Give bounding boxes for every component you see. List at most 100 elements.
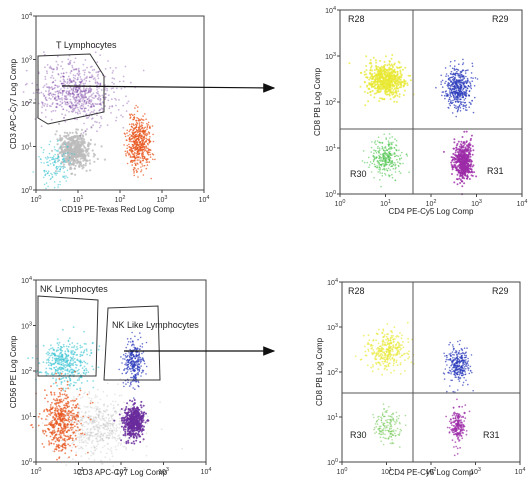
event-dot — [75, 100, 77, 103]
event-dot — [60, 148, 63, 151]
event-dot — [126, 162, 129, 165]
event-dot — [131, 449, 134, 451]
event-dot — [143, 362, 146, 365]
event-dot — [78, 84, 81, 86]
event-dot — [447, 85, 449, 88]
event-dot — [65, 152, 67, 155]
event-dot — [55, 166, 57, 169]
event-dot — [397, 155, 400, 157]
event-dot — [451, 168, 454, 171]
event-dot — [72, 104, 74, 106]
event-dot — [97, 423, 100, 425]
event-dot — [381, 162, 384, 165]
event-dot — [50, 110, 53, 113]
event-dot — [54, 361, 57, 363]
event-dot — [64, 120, 67, 123]
event-dot — [50, 67, 52, 69]
event-dot — [453, 104, 456, 106]
y-axis-label-top-left: CD3 APC-Cy7 Log Comp — [9, 58, 18, 149]
event-dot — [148, 138, 151, 140]
event-dot — [71, 92, 74, 95]
event-dot — [145, 158, 147, 160]
event-dot — [75, 96, 78, 99]
event-dot — [395, 92, 398, 95]
event-dot — [138, 139, 140, 141]
event-dot — [160, 428, 163, 431]
event-dot — [465, 95, 468, 97]
event-dot — [80, 132, 83, 135]
event-dot — [456, 70, 458, 73]
event-dot — [69, 81, 72, 83]
event-dot — [69, 162, 72, 165]
event-dot — [453, 158, 456, 161]
event-dot — [391, 154, 393, 156]
event-dot — [453, 147, 455, 150]
event-dot — [73, 83, 76, 86]
event-dot — [79, 106, 82, 108]
event-dot — [70, 145, 73, 148]
event-dot — [363, 161, 366, 164]
event-dot — [136, 162, 138, 164]
event-dot — [75, 451, 78, 454]
event-dot — [464, 149, 467, 152]
event-dot — [91, 407, 93, 409]
event-dot — [461, 63, 464, 66]
event-dot — [71, 66, 74, 69]
event-dot — [78, 441, 81, 444]
event-dot — [136, 110, 139, 112]
event-dot — [121, 372, 124, 375]
event-dot — [47, 361, 50, 364]
event-dot — [380, 185, 382, 188]
event-dot — [127, 154, 130, 156]
event-dot — [74, 81, 77, 84]
event-dot — [84, 91, 86, 93]
event-dot — [403, 79, 406, 81]
event-dot — [114, 445, 117, 448]
event-dot — [56, 55, 59, 58]
event-dot — [43, 171, 46, 173]
event-dot — [68, 131, 72, 134]
event-dot — [389, 82, 392, 85]
event-dot — [57, 170, 59, 172]
event-dot — [459, 102, 462, 105]
event-dot — [141, 346, 144, 348]
event-dot — [467, 153, 470, 156]
event-dot — [84, 92, 86, 95]
event-dot — [81, 107, 84, 110]
event-dot — [84, 130, 87, 133]
event-dot — [54, 160, 57, 162]
event-dot — [62, 75, 64, 77]
event-dot — [462, 101, 464, 103]
event-dot — [372, 155, 375, 157]
event-dot — [69, 137, 73, 140]
event-dot — [76, 77, 79, 79]
event-dot — [100, 459, 103, 462]
event-dot — [72, 358, 74, 360]
event-dot — [66, 348, 69, 350]
event-dot — [388, 143, 391, 146]
event-dot — [63, 135, 66, 138]
event-dot — [106, 124, 109, 126]
event-dot — [445, 80, 447, 83]
event-dot — [78, 138, 81, 141]
event-dot — [133, 166, 135, 169]
event-dot — [85, 350, 88, 352]
event-dot — [74, 91, 77, 94]
event-dot — [466, 79, 469, 82]
event-dot — [369, 94, 372, 96]
event-dot — [68, 105, 71, 108]
event-dot — [40, 161, 43, 164]
event-dot — [146, 142, 149, 145]
event-dot — [453, 95, 455, 98]
event-dot — [78, 433, 80, 436]
event-dot — [133, 151, 136, 154]
event-dot — [65, 356, 68, 358]
event-dot — [94, 81, 97, 83]
event-dot — [60, 353, 63, 356]
event-dot — [383, 133, 386, 136]
event-dot — [53, 186, 56, 189]
event-dot — [63, 158, 65, 160]
event-dot — [384, 89, 387, 92]
event-dot — [378, 151, 380, 154]
event-dot — [43, 149, 45, 151]
